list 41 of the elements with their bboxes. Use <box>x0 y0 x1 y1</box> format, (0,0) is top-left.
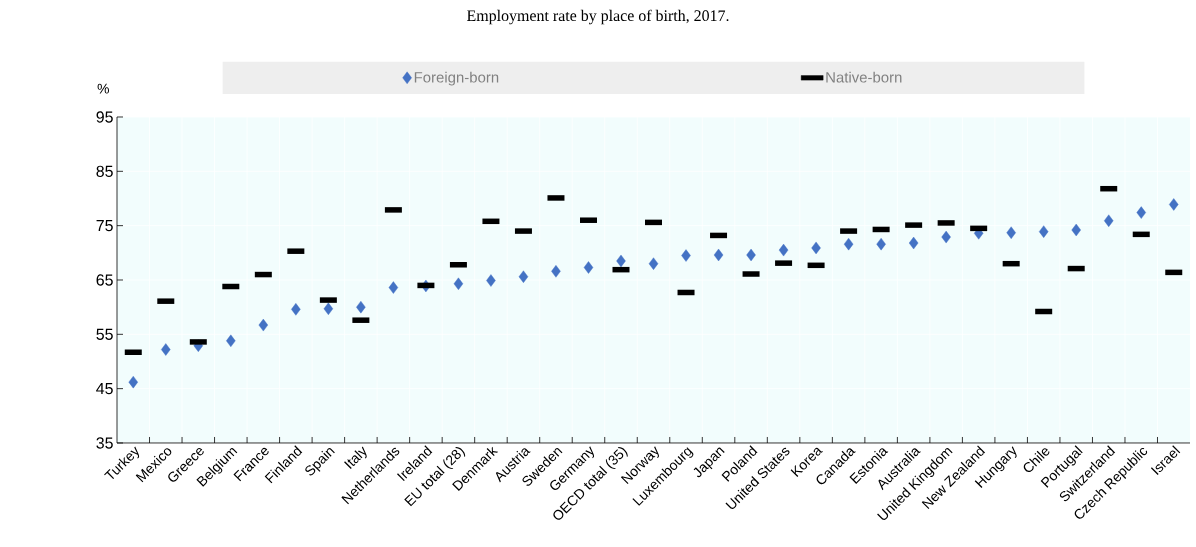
y-tick-label: 95 <box>96 111 113 123</box>
y-axis-title: % <box>97 83 109 94</box>
point <box>1104 214 1114 227</box>
point <box>291 303 301 316</box>
point <box>1169 198 1179 211</box>
point <box>486 274 496 287</box>
y-tick-label: 85 <box>96 165 113 177</box>
y-tick-label: 65 <box>96 274 113 286</box>
point <box>1006 226 1016 239</box>
point <box>778 243 789 257</box>
y-tick-label: 35 <box>96 437 113 449</box>
point <box>681 249 691 262</box>
point <box>226 334 236 348</box>
point <box>258 318 269 332</box>
y-tick-label: 45 <box>96 383 113 395</box>
point <box>551 265 561 278</box>
point <box>356 300 366 314</box>
y-tick-label: 75 <box>96 220 113 232</box>
point <box>453 277 464 290</box>
y-tick-label: 55 <box>96 328 113 340</box>
point <box>648 257 659 270</box>
chart-title: Employment rate by place of birth, 2017. <box>466 9 729 25</box>
point <box>518 270 529 283</box>
point <box>1136 206 1146 219</box>
point <box>811 241 821 255</box>
point <box>941 230 951 244</box>
point <box>713 248 724 262</box>
point <box>583 261 594 274</box>
point <box>128 375 138 389</box>
point <box>908 236 919 250</box>
point <box>1038 225 1049 238</box>
point <box>616 254 626 268</box>
legend-label: Foreign-born <box>414 71 499 86</box>
point <box>746 248 756 262</box>
point <box>388 281 399 294</box>
point <box>323 302 334 315</box>
point <box>843 237 854 251</box>
legend-label: Native-born <box>826 71 902 83</box>
point <box>1071 223 1081 237</box>
point <box>161 343 171 356</box>
point <box>876 237 886 251</box>
